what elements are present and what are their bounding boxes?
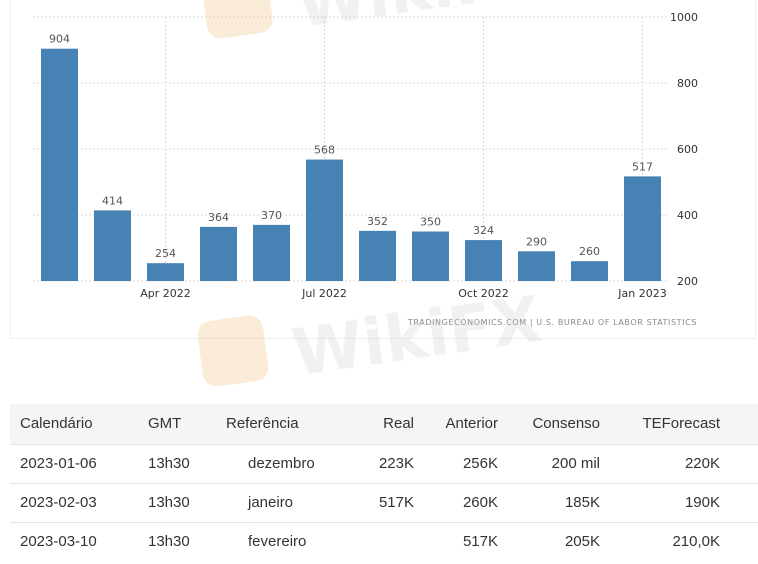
chart-panel: 200 400 600 800 1000 Apr 2022 Jul 2022 Oct 2022… [10,0,756,339]
table-header-row: Calendário GMT Referência Real Anterior … [10,404,758,444]
header-real: Real [383,415,414,433]
cell-consenso: 185K [564,494,600,511]
header-referencia: Referência [226,415,299,433]
bar-value-label: 414 [102,194,123,207]
x-tick-label: Jul 2022 [301,287,347,300]
bar-value-label: 364 [208,211,229,224]
cell-teforecast: 220K [684,455,720,472]
cell-reference-text: janeiro [248,494,294,511]
header-anterior: Anterior [445,415,498,433]
cell-real: 223K [378,455,414,472]
y-tick-label: 200 [677,275,698,288]
bar [147,263,184,281]
header-spacer [720,404,758,444]
cell-reference: fevereiro [226,522,346,561]
bar [359,230,396,281]
bar-value-label: 352 [367,215,388,228]
cell-gmt: 13h30 [148,455,190,472]
cell-reference-text: dezembro [248,455,315,472]
header-calendario: Calendário [20,415,93,433]
calendar-table-wrap: Calendário GMT Referência Real Anterior … [10,404,758,564]
table-row: 2023-01-06 13h30 dezembro 223K 256K 200 … [10,444,758,483]
y-tick-label: 800 [677,77,698,90]
cell-anterior: 260K [462,494,498,511]
cell-spacer [720,483,758,522]
calendar-table: Calendário GMT Referência Real Anterior … [10,404,758,561]
cell-reference-text: fevereiro [248,533,307,551]
bar-value-label: 260 [579,245,600,258]
cell-reference: janeiro [226,483,346,522]
cell-date: 2023-03-10 [20,533,97,551]
cell-spacer [720,444,758,483]
cell-anterior: 256K [462,455,498,472]
x-tick-label: Jan 2023 [617,287,666,300]
y-tick-label: 600 [677,143,698,156]
bar [571,261,608,281]
bar [518,251,555,281]
bar [41,48,78,282]
cell-gmt: 13h30 [148,494,190,511]
header-consenso: Consenso [532,415,600,433]
cell-real [346,522,414,561]
bar-value-label: 904 [49,33,70,46]
cell-date: 2023-02-03 [20,494,97,511]
bar [624,176,661,281]
bar-value-label: 568 [314,144,335,157]
chart-source: TRADINGECONOMICS.COM | U.S. BUREAU OF LA… [407,318,697,327]
header-gmt: GMT [148,415,182,433]
y-tick-label: 400 [677,209,698,222]
cell-consenso: 200 mil [551,455,600,472]
cell-date: 2023-01-06 [20,455,97,472]
bar [200,226,237,281]
cell-teforecast: 190K [684,494,720,511]
cell-real: 517K [378,494,414,511]
y-tick-label: 1000 [670,11,698,24]
bar-value-label: 350 [420,216,441,229]
x-tick-label: Apr 2022 [140,287,191,300]
bar-value-label: 517 [632,160,653,173]
header-teforecast: TEForecast [642,415,720,433]
cell-spacer [720,522,758,561]
table-row: 2023-03-10 13h30 fevereiro 517K 205K 210… [10,522,758,561]
x-tick-label: Oct 2022 [458,287,509,300]
bar-value-label: 290 [526,235,547,248]
cell-anterior: 517K [462,533,498,551]
cell-reference: dezembro [226,444,346,483]
cell-consenso: 205K [564,533,600,551]
bar [465,240,502,281]
table-row: 2023-02-03 13h30 janeiro 517K 260K 185K … [10,483,758,522]
bar-chart: 200 400 600 800 1000 Apr 2022 Jul 2022 Oct 2022… [33,11,698,300]
cell-gmt: 13h30 [148,533,190,551]
bar [94,210,131,281]
bar-value-label: 324 [473,224,494,237]
cell-teforecast: 210,0K [672,533,720,551]
bar [412,231,449,281]
bar [253,224,290,281]
bar [306,159,343,281]
bar-value-label: 254 [155,247,176,260]
watermark-logo-icon [195,313,271,389]
bar-value-label: 370 [261,209,282,222]
